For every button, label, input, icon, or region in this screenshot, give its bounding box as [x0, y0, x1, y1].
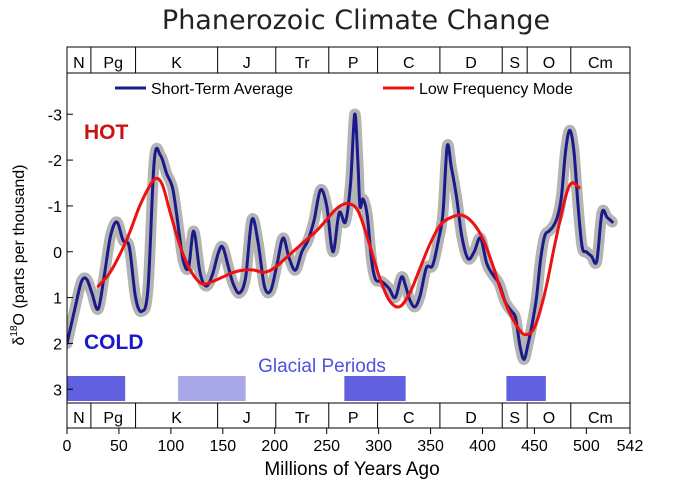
plot-area: [67, 47, 630, 428]
glacial-bar-2: [344, 376, 406, 401]
period-top-label-cm: Cm: [588, 55, 613, 72]
y-axis-label-delta: δ: [11, 337, 28, 346]
period-top-label-j: J: [243, 55, 251, 72]
y-axis-label-text: O (parts per thousand): [11, 165, 28, 326]
period-bottom-label-d: D: [465, 410, 477, 427]
period-bottom-label-s: S: [509, 410, 520, 427]
period-bottom-label-tr: Tr: [295, 410, 310, 427]
period-bottom-label-p: P: [348, 410, 359, 427]
x-tick-label-4: 200: [261, 438, 288, 455]
period-bottom-label-cm: Cm: [588, 410, 613, 427]
period-bottom-label-o: O: [543, 410, 555, 427]
y-tick-label-6: 3: [53, 382, 62, 399]
legend: Short-Term Average Low Frequency Mode: [115, 81, 573, 98]
series-lines: [67, 112, 614, 362]
y-tick-label-3: 0: [53, 245, 62, 262]
chart-title: Phanerozoic Climate Change: [162, 5, 550, 36]
y-axis-label-superscript: 18: [9, 325, 20, 337]
series-low-frequency-mode: [96, 176, 581, 337]
y-tick-label-4: 1: [53, 291, 62, 308]
period-top-label-k: K: [171, 55, 182, 72]
period-top-label-c: C: [403, 55, 415, 72]
x-tick-label-7: 350: [417, 438, 444, 455]
period-strip-bottom: N Pg K J Tr P C D S O Cm: [66, 402, 631, 429]
period-top-label-p: P: [348, 55, 359, 72]
period-top-label-tr: Tr: [295, 55, 310, 72]
y-axis-label: δ18O (parts per thousand): [9, 165, 28, 346]
y-tick-label-1: -2: [48, 153, 62, 170]
x-tick-label-10: 500: [573, 438, 600, 455]
period-top-label-o: O: [543, 55, 555, 72]
period-top-label-n: N: [73, 55, 85, 72]
x-tick-label-1: 50: [110, 438, 128, 455]
y-axis: -3 -2 -1 0 1 2 3: [48, 107, 73, 399]
period-top-label-d: D: [465, 55, 477, 72]
hot-annotation: HOT: [84, 121, 129, 144]
y-tick-label-2: -1: [48, 199, 62, 216]
period-strip-top: N Pg K J Tr P C D S O Cm: [66, 46, 631, 74]
x-tick-label-5: 250: [313, 438, 340, 455]
x-tick-label-6: 300: [365, 438, 392, 455]
period-bottom-label-n: N: [73, 410, 85, 427]
period-bottom-label-pg: Pg: [103, 410, 123, 427]
period-bottom-label-k: K: [171, 410, 182, 427]
series-short-term-average: [67, 112, 614, 362]
x-axis-label: Millions of Years Ago: [264, 459, 439, 480]
plot-frame: [66, 46, 631, 429]
x-tick-label-11: 542: [617, 438, 644, 455]
glacial-bar-1: [178, 376, 246, 401]
period-bottom-label-j: J: [243, 410, 251, 427]
period-top-label-s: S: [509, 55, 520, 72]
period-bottom-label-c: C: [403, 410, 415, 427]
x-tick-label-9: 450: [521, 438, 548, 455]
glacial-periods-label: Glacial Periods: [258, 356, 386, 377]
x-tick-label-3: 150: [209, 438, 236, 455]
glacial-period-bars: [67, 376, 546, 401]
legend-label-short-term: Short-Term Average: [151, 81, 293, 98]
glacial-bar-3: [506, 376, 546, 401]
x-axis: 0 50 100 150 200 250 300 350 400 450 500 542: [63, 428, 644, 455]
x-tick-label-8: 400: [469, 438, 496, 455]
period-top-label-pg: Pg: [103, 55, 123, 72]
cold-annotation: COLD: [84, 331, 144, 354]
x-tick-label-0: 0: [63, 438, 72, 455]
x-tick-label-2: 100: [158, 438, 185, 455]
y-tick-label-5: 2: [53, 336, 62, 353]
y-tick-label-0: -3: [48, 107, 62, 124]
glacial-bar-0: [67, 376, 126, 401]
legend-label-low-frequency: Low Frequency Mode: [419, 81, 573, 98]
